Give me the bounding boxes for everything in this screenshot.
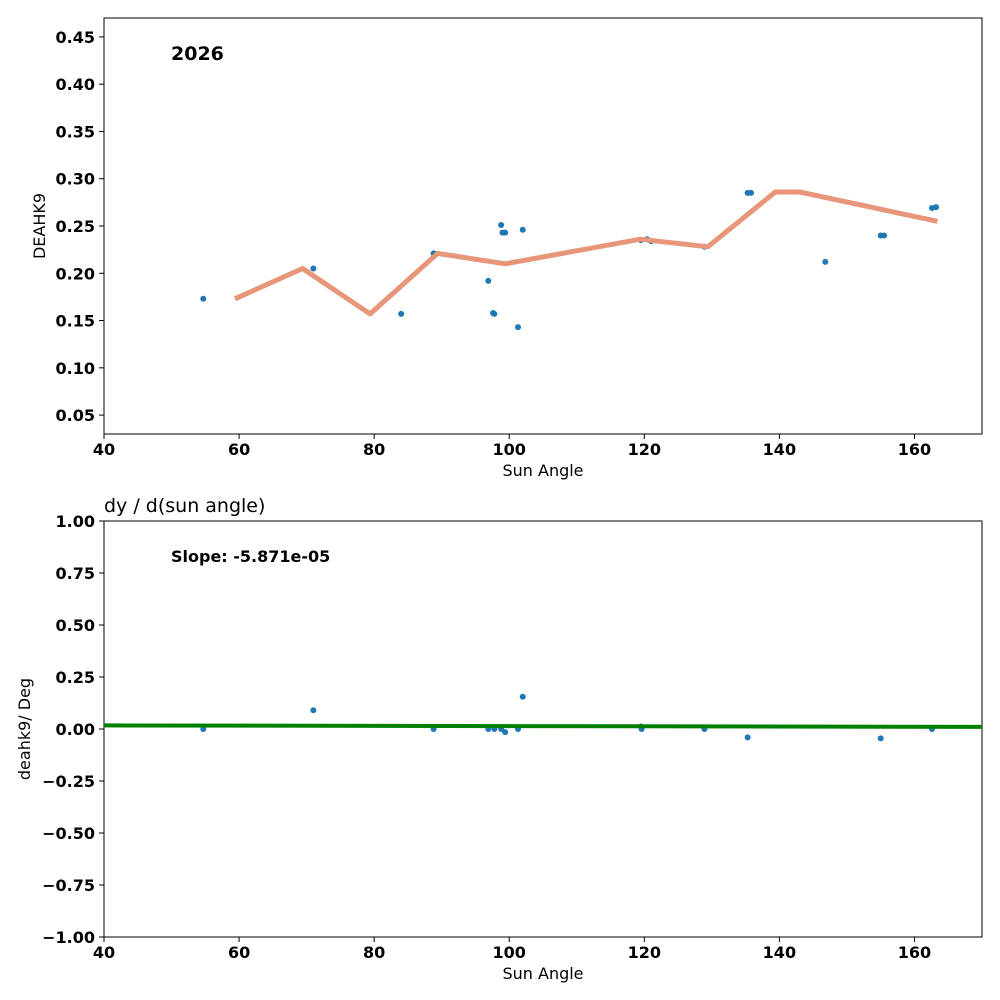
chart-top: 40 60 80 100 120 140 160 0.05 0.10 0.15 0.20 0.25 0.… bbox=[30, 17, 983, 480]
y-tick-label: 0.25 bbox=[56, 668, 95, 687]
data-point bbox=[933, 204, 940, 211]
x-tick-label: 100 bbox=[493, 943, 526, 962]
y-tick-label: 0.25 bbox=[56, 217, 95, 236]
x-tick-label: 60 bbox=[228, 943, 250, 962]
fit-line bbox=[104, 723, 982, 729]
y-tick-label: 0.20 bbox=[56, 264, 95, 283]
data-point bbox=[519, 693, 526, 700]
data-point bbox=[485, 277, 492, 284]
x-tick-label: 80 bbox=[363, 943, 385, 962]
fit-line bbox=[233, 189, 938, 317]
data-point bbox=[200, 295, 207, 302]
chart-bottom: 40 60 80 100 120 140 160 −1.00 −0.75 −0.50 −0.25 0.… bbox=[15, 495, 983, 983]
y-tick-label: −0.50 bbox=[42, 824, 95, 843]
data-point bbox=[744, 734, 751, 741]
x-tick-label: 160 bbox=[898, 943, 931, 962]
data-point bbox=[310, 707, 317, 714]
data-point bbox=[748, 189, 755, 196]
y-tick-label: 0.15 bbox=[56, 312, 95, 331]
x-tick-label: 120 bbox=[628, 943, 661, 962]
plot-frame bbox=[103, 520, 983, 938]
y-tick-label: 0.75 bbox=[56, 564, 95, 583]
data-point bbox=[877, 735, 884, 742]
x-axis-label: Sun Angle bbox=[502, 964, 583, 983]
x-tick-label: 60 bbox=[228, 440, 250, 459]
data-point bbox=[498, 222, 505, 229]
y-tick-label: −1.00 bbox=[42, 928, 95, 947]
y-tick-label: −0.25 bbox=[42, 772, 95, 791]
data-point bbox=[502, 729, 509, 736]
x-tick-label: 120 bbox=[628, 440, 661, 459]
data-point bbox=[310, 265, 317, 272]
data-point bbox=[398, 310, 405, 317]
y-tick-label: 0.40 bbox=[56, 75, 95, 94]
plot-area bbox=[200, 189, 940, 331]
y-tick-label: 0.45 bbox=[56, 28, 95, 47]
y-tick-label: −0.75 bbox=[42, 876, 95, 895]
data-point bbox=[491, 310, 498, 317]
y-axis-label: DEAHK9 bbox=[30, 193, 49, 259]
y-tick-label: 0.30 bbox=[56, 170, 95, 189]
data-point bbox=[519, 226, 526, 233]
data-point bbox=[822, 258, 829, 265]
data-point bbox=[515, 324, 522, 331]
x-tick-label: 160 bbox=[898, 440, 931, 459]
y-tick-label: 0.50 bbox=[56, 616, 95, 635]
chart-title: dy / d(sun angle) bbox=[104, 495, 265, 517]
annotation-text: 2026 bbox=[171, 43, 224, 65]
y-tick-label: 1.00 bbox=[56, 512, 95, 531]
x-axis-label: Sun Angle bbox=[502, 461, 583, 480]
y-tick-label: 0.05 bbox=[56, 406, 95, 425]
x-tick-label: 40 bbox=[93, 943, 115, 962]
plot-area bbox=[104, 693, 982, 742]
plot-frame bbox=[103, 17, 983, 435]
x-tick-label: 40 bbox=[93, 440, 115, 459]
x-tick-label: 100 bbox=[493, 440, 526, 459]
data-point bbox=[881, 232, 888, 239]
y-tick-label: 0.35 bbox=[56, 122, 95, 141]
y-tick-label: 0.10 bbox=[56, 359, 95, 378]
x-tick-label: 80 bbox=[363, 440, 385, 459]
data-point bbox=[502, 229, 509, 236]
x-tick-label: 140 bbox=[763, 440, 796, 459]
y-axis-label: deahk9/ Deg bbox=[15, 678, 34, 780]
annotation-text: Slope: -5.871e-05 bbox=[171, 547, 330, 566]
x-tick-label: 140 bbox=[763, 943, 796, 962]
y-tick-label: 0.00 bbox=[56, 720, 95, 739]
